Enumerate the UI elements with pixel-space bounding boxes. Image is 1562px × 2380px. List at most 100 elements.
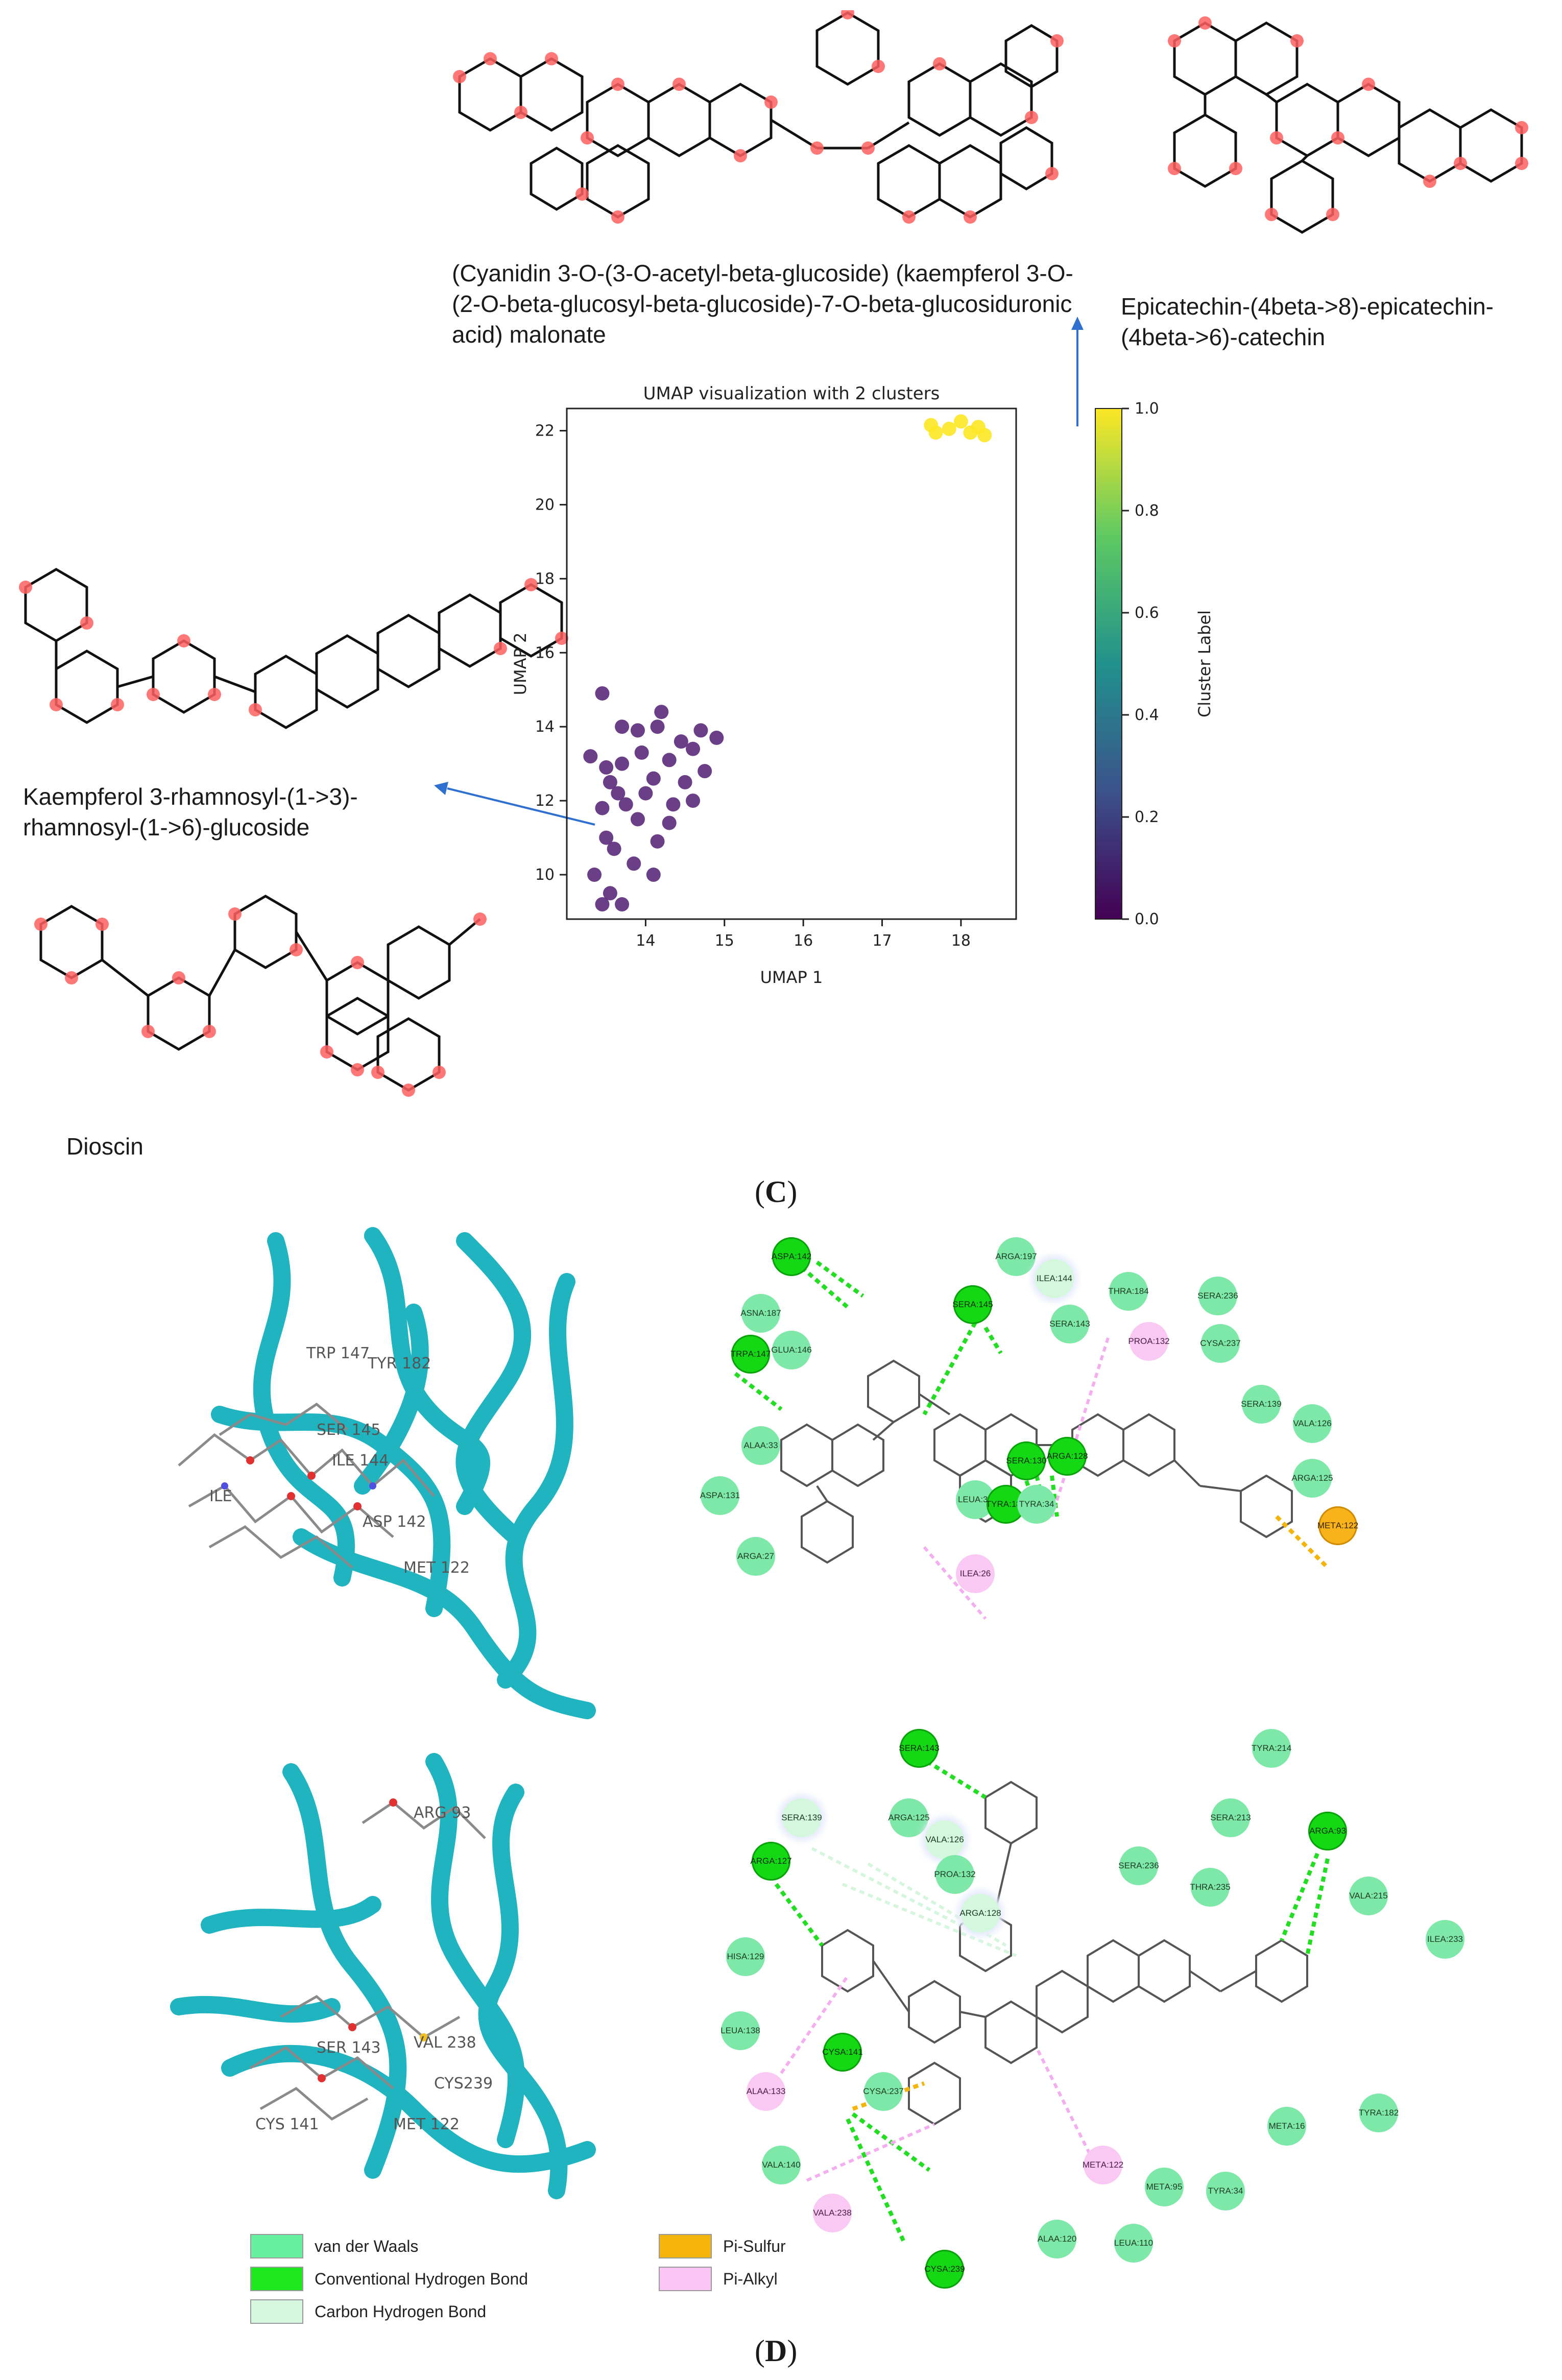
- residue-met-16: MET A:16: [1267, 2106, 1306, 2146]
- colorbar-tick-label: 0.6: [1135, 604, 1159, 622]
- residue-name: GLU: [771, 1344, 789, 1355]
- scatter-point-cluster-0: [650, 719, 665, 734]
- residue-his-129: HIS A:129: [726, 1937, 765, 1976]
- residue-tyr-182: TYR A:182: [1359, 2094, 1399, 2132]
- x-tick-label: 15: [715, 932, 734, 950]
- y-tick-label: 18: [535, 570, 555, 588]
- residue-name: ASP: [700, 1490, 717, 1500]
- scatter-point-cluster-0: [662, 753, 677, 767]
- scatter-point-cluster-0: [686, 794, 701, 808]
- protein-structure-bottom: ARG 93 SER 143 VAL 238 CYS239 CYS 141 ME…: [170, 1753, 596, 2199]
- scatter-point-cluster-0: [698, 764, 712, 779]
- y-tick-label: 12: [535, 792, 555, 810]
- x-tick-label: 18: [951, 932, 971, 950]
- scatter-point-cluster-0: [615, 897, 630, 912]
- scatter-point-cluster-0: [686, 741, 701, 756]
- residue-number: A:233: [1440, 1934, 1463, 1944]
- scatter-point-cluster-0: [654, 705, 669, 719]
- residue-ser-130: SER A:130: [1006, 1441, 1047, 1480]
- residue-number: A:125: [907, 1813, 930, 1822]
- residue-number: A:128: [978, 1908, 1001, 1918]
- residue-number: A:141: [840, 2047, 863, 2057]
- colorbar-label: Cluster Label: [1195, 610, 1214, 717]
- residue-met-95: MET A:95: [1145, 2167, 1184, 2206]
- legend-item-carbon-hydrogen-bond: Carbon Hydrogen Bond: [250, 2299, 486, 2324]
- residue-name: ALA: [1037, 2233, 1054, 2244]
- residue-name: HIS: [727, 1952, 741, 1961]
- structure-label-top-3: ILE 144: [332, 1452, 389, 1470]
- residue-number: A:132: [1147, 1336, 1170, 1346]
- residue-cys-237: CYS A:237: [863, 2072, 904, 2111]
- residue-thr-184: THR A:184: [1108, 1272, 1149, 1311]
- scatter-point-cluster-0: [615, 719, 630, 734]
- molecule-top-left-structure: [453, 10, 1064, 224]
- residue-val-215: VAL A:215: [1349, 1877, 1388, 1915]
- structure-label-top-4: ILE: [209, 1487, 232, 1505]
- y-axis-label: UMAP 2: [511, 633, 530, 695]
- residue-name: TYR: [1208, 2186, 1225, 2196]
- residue-name: MET: [1082, 2160, 1101, 2170]
- residue-number: A:131: [717, 1490, 740, 1500]
- residue-tyr-34: TYR A:34: [1206, 2172, 1245, 2210]
- residue-name: CYS: [1200, 1338, 1218, 1348]
- residue-ala-133: ALA A:133: [747, 2072, 785, 2111]
- residue-number: A:236: [1136, 1860, 1159, 1870]
- structure-label-top-2: SER 145: [317, 1421, 381, 1439]
- residue-leu-138: LEU A:138: [720, 2011, 760, 2050]
- residue-name: ILE: [1037, 1273, 1050, 1283]
- panel-d: TRP 147 TYR 182 SER 145 ILE 144 ILE ASP …: [0, 1220, 1562, 2379]
- residue-ile-233: ILE A:233: [1426, 1920, 1464, 1959]
- scatter-point-cluster-0: [630, 812, 645, 827]
- residue-name: LEU: [720, 2025, 738, 2035]
- legend-label: Carbon Hydrogen Bond: [315, 2302, 487, 2321]
- scatter-point-cluster-0: [618, 797, 633, 812]
- residue-arg-128: ARG A:128: [959, 1894, 1001, 1933]
- residue-cys-239: CYS A:239: [924, 2250, 965, 2289]
- legend-swatch: [659, 2234, 712, 2258]
- residue-number: A:120: [1053, 2233, 1077, 2244]
- interaction-legend: van der Waals Conventional Hydrogen Bond C…: [250, 2234, 863, 2326]
- scatter-point-cluster-0: [611, 786, 626, 801]
- y-tick-label: 14: [535, 718, 555, 736]
- molecule-top-right-structure: [1168, 16, 1528, 234]
- chart-title: UMAP visualization with 2 clusters: [643, 383, 940, 404]
- scatter-point-cluster-0: [634, 745, 649, 760]
- residue-number: A:110: [1131, 2238, 1154, 2248]
- residue-name: ARG: [750, 1856, 770, 1866]
- arrow-to-left: [434, 782, 595, 826]
- residue-ser-139: SER A:139: [781, 1798, 822, 1837]
- residue-number: A:93: [1328, 1825, 1346, 1836]
- scatter-point-cluster-0: [650, 834, 665, 849]
- residue-number: A:95: [1164, 2181, 1183, 2192]
- scatter-point-cluster-0: [583, 749, 598, 764]
- structure-label-bottom-3: CYS239: [434, 2075, 493, 2093]
- residue-name: ARG: [737, 1551, 756, 1561]
- residue-arg-197: ARG A:197: [995, 1237, 1037, 1276]
- residue-number: A:16: [1287, 2121, 1305, 2131]
- residue-number: A:132: [953, 1869, 976, 1879]
- y-tick-label: 22: [535, 422, 555, 440]
- residue-name: SER: [1197, 1290, 1216, 1301]
- molecule-left-lower-name: Dioscin: [66, 1133, 143, 1160]
- residue-name: VAL: [1293, 1419, 1309, 1429]
- scatter-point-cluster-0: [603, 775, 617, 789]
- residue-ser-236: SER A:236: [1118, 1846, 1159, 1885]
- residue-name: ALA: [743, 1440, 760, 1450]
- residue-number: A:146: [789, 1344, 812, 1355]
- residue-trp-147: TRP A:147: [731, 1335, 771, 1374]
- residue-ile-144: ILE A:144: [1035, 1259, 1074, 1298]
- residue-thr-235: THR A:235: [1190, 1868, 1231, 1907]
- residue-name: TYR: [1019, 1499, 1037, 1509]
- structure-label-bottom-0: ARG 93: [414, 1804, 471, 1822]
- residue-number: A:187: [758, 1308, 781, 1318]
- colorbar-tick-label: 0.0: [1135, 910, 1159, 928]
- structure-label-top-5: ASP 142: [363, 1513, 426, 1531]
- scatter-point-cluster-0: [693, 723, 708, 738]
- residue-number: A:215: [1365, 1891, 1388, 1901]
- residue-number: A:145: [970, 1299, 993, 1309]
- residue-number: A:236: [1215, 1290, 1238, 1301]
- structure-label-bottom-2: VAL 238: [414, 2034, 476, 2052]
- residue-ala-33: ALA A:33: [741, 1426, 780, 1465]
- legend-swatch: [659, 2267, 712, 2291]
- residue-number: A:140: [778, 2160, 801, 2170]
